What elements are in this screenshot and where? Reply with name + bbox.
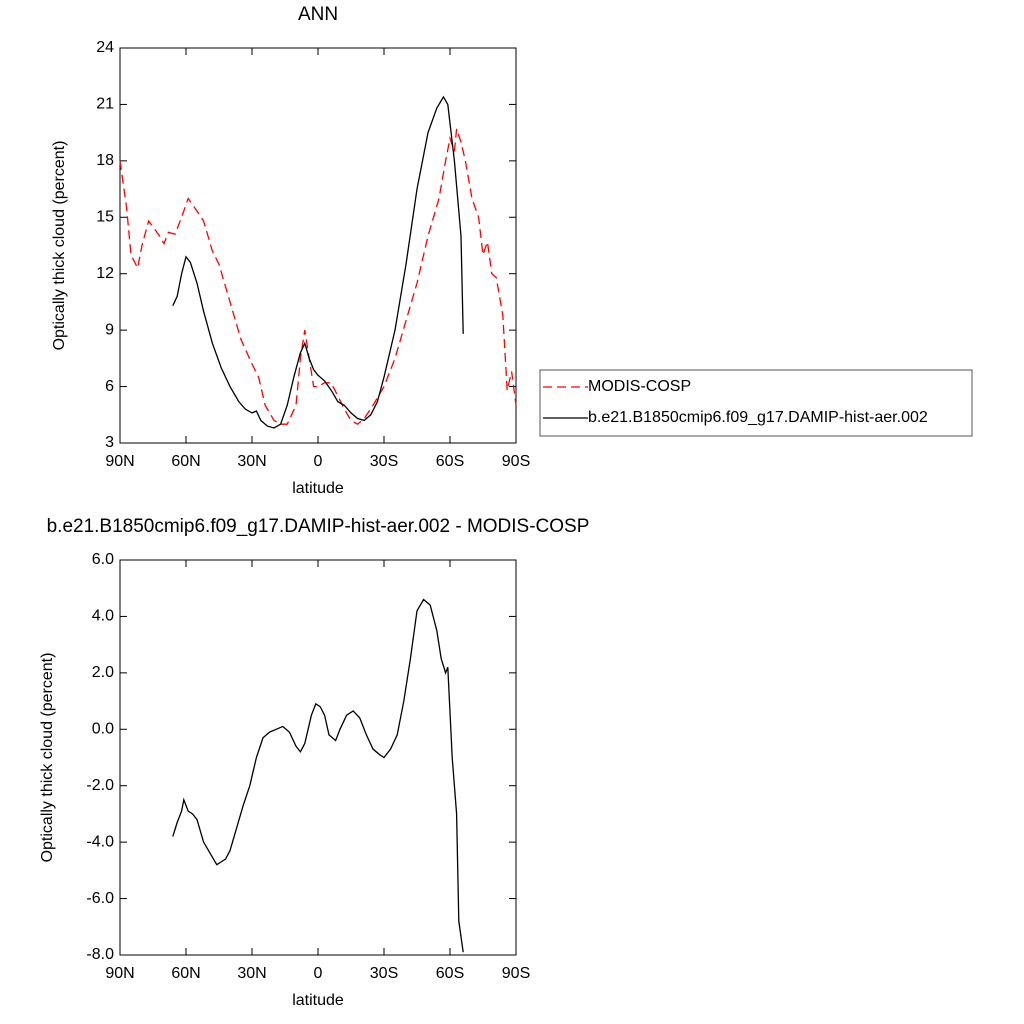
y-tick-label: 21 [96,96,114,113]
series-line [172,95,464,429]
x-tick-label: 90N [105,965,134,982]
x-tick-label: 0 [314,965,323,982]
y-tick-label: 6.0 [92,551,114,568]
x-tick-label: 90N [105,453,134,470]
chart-title: ANN [298,4,338,25]
y-tick-label: 2.0 [92,664,114,681]
y-tick-label: 12 [96,265,114,282]
y-tick-label: -4.0 [86,833,114,850]
y-tick-label: 18 [96,152,114,169]
x-tick-label: 30S [370,965,398,982]
y-tick-label: 3 [105,434,114,451]
x-tick-label: 30N [237,453,266,470]
y-tick-label: -6.0 [86,890,114,907]
x-tick-label: 90S [502,453,530,470]
y-tick-label: 0.0 [92,721,114,738]
x-tick-label: 60N [171,965,200,982]
x-tick-label: 60N [171,453,200,470]
legend-label: b.e21.B1850cmip6.f09_g17.DAMIP-hist-aer.… [588,409,928,426]
plot-frame [119,559,517,956]
y-tick-label: 4.0 [92,608,114,625]
x-tick-label: 30S [370,453,398,470]
y-tick-label: 24 [96,39,114,56]
y-tick-label: 15 [96,209,114,226]
x-tick-label: 0 [314,453,323,470]
series-line [172,598,464,953]
y-tick-label: 6 [105,378,114,395]
x-tick-label: 60S [436,453,464,470]
y-tick-label: -2.0 [86,777,114,794]
series-line [119,128,517,425]
x-tick-label: 90S [502,965,530,982]
legend-label: MODIS-COSP [588,378,691,395]
y-tick-label: 9 [105,321,114,338]
x-tick-label: 60S [436,965,464,982]
y-axis-label: Optically thick cloud (percent) [39,653,56,863]
legend-box [539,369,973,437]
y-tick-label: -8.0 [86,946,114,963]
x-axis-label: latitude [292,992,344,1009]
chart-title: b.e21.B1850cmip6.f09_g17.DAMIP-hist-aer.… [47,516,590,537]
x-axis-label: latitude [292,480,344,497]
y-axis-label: Optically thick cloud (percent) [51,141,68,351]
plot-frame [119,47,517,444]
x-tick-label: 30N [237,965,266,982]
